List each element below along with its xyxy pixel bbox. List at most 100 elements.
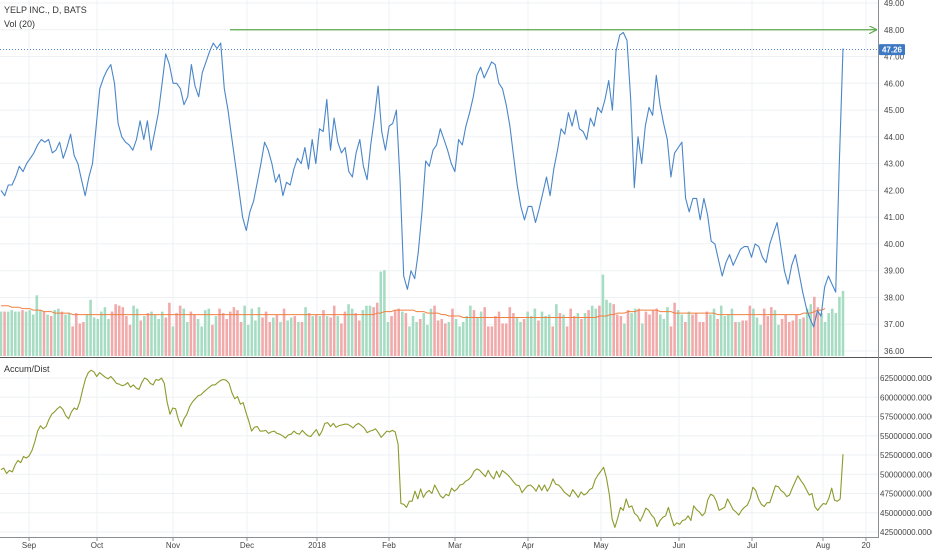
volume-bar [476, 317, 479, 356]
volume-bar [694, 313, 698, 356]
volume-bar [232, 307, 236, 356]
volume-bar [375, 302, 379, 356]
volume-bar [805, 308, 809, 356]
volume-bar [383, 270, 386, 356]
accum-dist-legend: Accum/Dist [4, 364, 50, 374]
volume-bar [411, 316, 415, 356]
volume-bar [46, 314, 49, 356]
volume-bar [221, 313, 225, 356]
volume-bar [150, 311, 153, 356]
volume-bars [0, 270, 845, 356]
chart-annotations: 47.26 [0, 30, 905, 56]
volume-bar [598, 305, 601, 356]
volume-bar [587, 310, 590, 356]
volume-bar [404, 313, 408, 356]
volume-bar [608, 302, 612, 356]
volume-bar [777, 324, 780, 356]
volume-bar [182, 308, 186, 356]
volume-bar [798, 319, 802, 356]
volume-bar [289, 317, 293, 356]
volume-bar [637, 308, 641, 356]
time-tick-label: 2018 [308, 541, 326, 550]
volume-bar [96, 319, 100, 356]
volume-bar [755, 317, 759, 356]
volume-bar [128, 324, 132, 356]
volume-bar [322, 310, 325, 356]
volume-bar [744, 320, 748, 356]
volume-bar [143, 316, 146, 356]
volume-bar [193, 314, 196, 356]
accum-dist-line-group[interactable] [0, 369, 844, 528]
volume-bar [282, 308, 286, 356]
volume-bar [17, 311, 21, 356]
time-tick-label: Nov [166, 541, 180, 550]
volume-bar [135, 308, 139, 356]
volume-bar [816, 307, 820, 356]
volume-bar [802, 317, 805, 356]
volume-bar [139, 320, 143, 356]
volume-bar [741, 320, 744, 356]
accum-dist-line[interactable] [0, 369, 844, 528]
volume-bar [494, 316, 497, 356]
volume-bar [444, 323, 447, 356]
volume-bar [787, 321, 791, 356]
volume-bar [716, 319, 719, 356]
price-tick-label: 44.00 [884, 133, 905, 142]
price-tick-label: 37.00 [884, 320, 905, 329]
volume-bar [537, 320, 540, 356]
volume-bar [57, 308, 60, 356]
volume-bar [243, 305, 246, 356]
volume-bar [64, 314, 67, 356]
volume-bar [293, 316, 297, 356]
price-line-group[interactable] [0, 31, 844, 328]
volume-bar [555, 304, 558, 356]
price-tick-label: 45.00 [884, 106, 905, 115]
volume-bar [365, 305, 368, 356]
volume-bar [418, 319, 422, 356]
volume-bar [3, 311, 6, 356]
volume-bar [580, 319, 583, 356]
volume-bar [117, 305, 121, 356]
volume-bar [103, 307, 107, 356]
volume-bar [795, 314, 798, 356]
price-line[interactable] [0, 31, 844, 328]
volume-bar [92, 317, 96, 356]
volume-bar [780, 319, 784, 356]
volume-bar [440, 319, 443, 356]
volume-bar [544, 316, 547, 356]
volume-bar [42, 311, 46, 356]
last-price-tag [879, 44, 905, 56]
volume-bar [648, 314, 651, 356]
volume-bar [85, 314, 89, 356]
volume-bar [540, 311, 544, 356]
volume-bar [791, 320, 795, 356]
volume-bar [286, 320, 289, 356]
volume-bar [684, 321, 687, 356]
volume-bar [49, 316, 53, 356]
price-tick-label: 40.00 [884, 240, 905, 249]
volume-bar [651, 310, 655, 356]
volume-bar [132, 305, 135, 356]
volume-bar [630, 313, 633, 356]
volume-bar [522, 319, 526, 356]
volume-bar [390, 316, 393, 356]
volume-bar [673, 302, 676, 356]
volume-bar [164, 317, 168, 356]
volume-bar [35, 295, 39, 356]
volume-bar [250, 308, 254, 356]
volume-bar [784, 314, 787, 356]
volume-bar [340, 323, 343, 356]
volume-bar [78, 323, 82, 356]
volume-bar [479, 311, 483, 356]
volume-bar [358, 320, 361, 356]
volume-bar [354, 313, 357, 356]
volume-bar [512, 313, 515, 356]
volume-bar [401, 311, 404, 356]
volume-bar [60, 311, 64, 356]
volume-bar [368, 305, 372, 356]
volume-bar [680, 314, 684, 356]
volume-bar [53, 310, 57, 356]
volume-bar [827, 313, 830, 356]
